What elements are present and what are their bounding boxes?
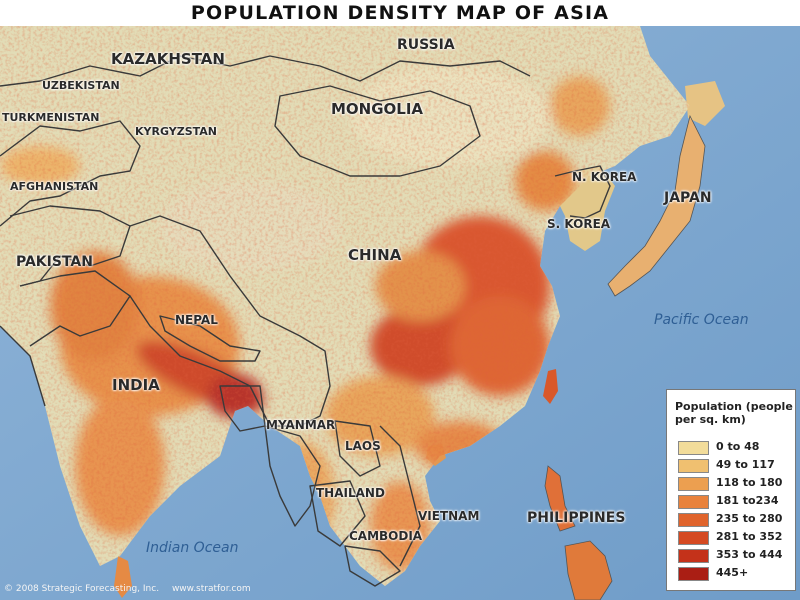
- legend-label: 235 to 280: [716, 512, 783, 525]
- map-title: POPULATION DENSITY MAP OF ASIA: [0, 0, 800, 26]
- legend-label: 281 to 352: [716, 530, 783, 543]
- country-label-north-korea: N. KOREA: [572, 170, 637, 184]
- country-label-uzbekistan: UZBEKISTAN: [42, 79, 120, 92]
- asia-map: [0, 26, 800, 600]
- country-label-india: INDIA: [112, 376, 160, 394]
- japan-landmass: [608, 116, 705, 296]
- country-label-thailand: THAILAND: [316, 486, 385, 500]
- taiwan-landmass: [543, 369, 558, 404]
- country-label-kazakhstan: KAZAKHSTAN: [111, 50, 225, 68]
- country-label-russia: RUSSIA: [397, 37, 455, 53]
- copyright-text: © 2008 Strategic Forecasting, Inc.: [4, 584, 160, 594]
- legend-title: Population (people per sq. km): [675, 400, 793, 426]
- ocean-label-indian: Indian Ocean: [146, 540, 239, 556]
- country-label-turkmenistan: TURKMENISTAN: [2, 111, 100, 124]
- country-label-japan: JAPAN: [664, 190, 712, 206]
- legend-label: 118 to 180: [716, 476, 783, 489]
- philippines-islands: [565, 541, 612, 600]
- country-label-myanmar: MYANMAR: [266, 418, 336, 432]
- legend-label: 49 to 117: [716, 458, 775, 471]
- map-credit: © 2008 Strategic Forecasting, Inc. www.s…: [4, 584, 261, 594]
- country-label-pakistan: PAKISTAN: [16, 254, 93, 270]
- density-legend: Population (people per sq. km) 0 to 48 4…: [666, 389, 796, 591]
- sri-lanka-landmass: [114, 556, 132, 598]
- legend-swatch: [678, 513, 709, 527]
- coast-outlines: [544, 114, 706, 600]
- country-label-cambodia: CAMBODIA: [349, 529, 423, 543]
- country-label-mongolia: MONGOLIA: [331, 100, 424, 118]
- hokkaido-landmass: [685, 81, 725, 126]
- website-text: www.stratfor.com: [171, 584, 251, 594]
- legend-swatch: [678, 459, 709, 473]
- country-borders: [0, 55, 611, 587]
- legend-label: 353 to 444: [716, 548, 783, 561]
- country-label-south-korea: S. KOREA: [547, 217, 611, 231]
- legend-label: 0 to 48: [716, 440, 760, 453]
- legend-swatch: [678, 567, 709, 581]
- philippines-landmass: [545, 466, 575, 531]
- legend-label: 181 to234: [716, 494, 779, 507]
- legend-label: 445+: [716, 566, 749, 579]
- ocean-label-pacific: Pacific Ocean: [654, 312, 749, 328]
- legend-swatch: [678, 441, 709, 455]
- legend-swatch: [678, 549, 709, 563]
- country-label-nepal: NEPAL: [175, 313, 218, 327]
- country-label-philippines: PHILIPPINES: [527, 510, 626, 526]
- legend-swatch: [678, 477, 709, 491]
- legend-swatch: [678, 495, 709, 509]
- country-label-vietnam: VIETNAM: [418, 509, 480, 523]
- country-label-china: CHINA: [348, 246, 402, 264]
- country-label-laos: LAOS: [345, 439, 381, 453]
- country-label-kyrgyzstan: KYRGYZSTAN: [135, 125, 217, 138]
- legend-swatch: [678, 531, 709, 545]
- country-label-afghanistan: AFGHANISTAN: [10, 180, 99, 193]
